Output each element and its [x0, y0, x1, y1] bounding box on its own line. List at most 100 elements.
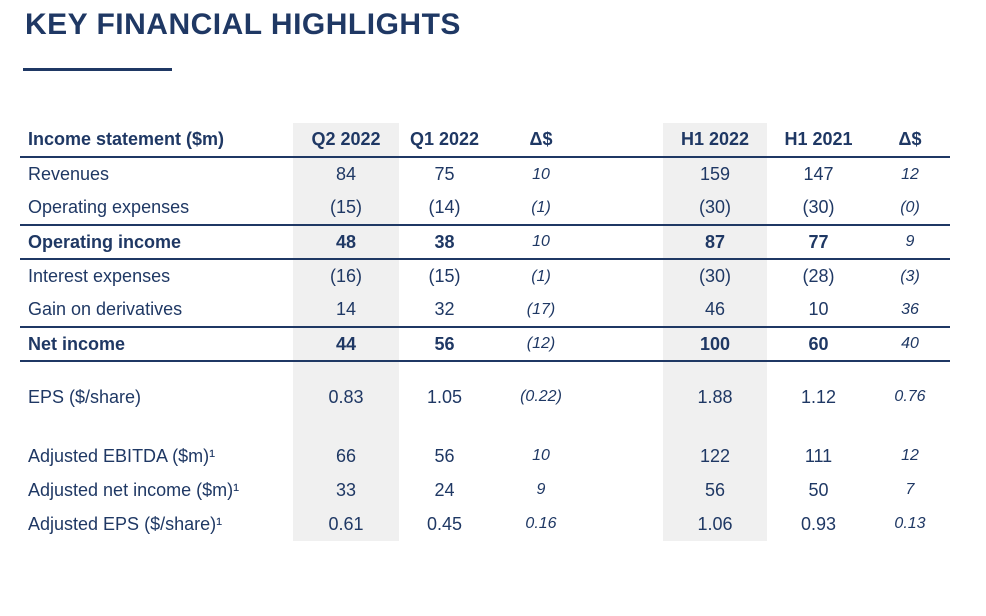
table-row-revenues: Revenues 84 75 10 159 147 12	[20, 157, 950, 191]
spacer-row	[20, 361, 950, 375]
value-cell: 84	[293, 157, 399, 191]
gap-cell	[592, 293, 663, 328]
delta-cell: 0.76	[894, 388, 926, 405]
header-h1-2022: H1 2022	[663, 123, 767, 158]
value-cell: (30)	[663, 191, 767, 226]
delta-cell: 10	[532, 165, 550, 183]
delta-cell: 10	[490, 225, 592, 260]
header-h1-2021: H1 2021	[767, 123, 870, 158]
gap-cell	[592, 327, 663, 362]
value-cell: 50	[808, 479, 829, 500]
table-row-operating-expenses: Operating expenses (15) (14) (1) (30) (3…	[20, 191, 950, 226]
value-cell: (28)	[802, 266, 835, 286]
value-cell: 159	[663, 157, 767, 191]
gap-cell	[592, 375, 663, 419]
value-cell: 33	[293, 473, 399, 507]
table-row-adjusted-eps: Adjusted EPS ($/share)¹ 0.61 0.45 0.16 1…	[20, 507, 950, 541]
value-cell: 100	[663, 327, 767, 362]
row-label: Adjusted net income ($m)¹	[28, 479, 240, 500]
delta-cell: (0.22)	[520, 388, 562, 405]
value-cell: (15)	[293, 191, 399, 226]
table-row-adjusted-ebitda: Adjusted EBITDA ($m)¹ 66 56 10 122 111 1…	[20, 439, 950, 473]
gap-cell	[592, 473, 663, 507]
value-cell: 38	[399, 225, 490, 260]
gap-cell	[592, 157, 663, 191]
delta-cell: (12)	[490, 327, 592, 362]
value-cell: (30)	[663, 259, 767, 293]
header-q1-2022: Q1 2022	[399, 123, 490, 158]
value-cell: 56	[663, 473, 767, 507]
delta-cell: (1)	[531, 267, 551, 285]
delta-cell: (17)	[490, 293, 592, 328]
table-row-net-income: Net income 44 56 (12) 100 60 40	[20, 327, 950, 362]
value-cell: 60	[767, 327, 870, 362]
value-cell: 44	[293, 327, 399, 362]
value-cell: 87	[663, 225, 767, 260]
row-label: Operating expenses	[20, 191, 293, 226]
spacer-row	[20, 419, 950, 439]
value-cell: (15)	[428, 266, 461, 286]
header-gap	[592, 123, 663, 158]
delta-cell: (1)	[490, 191, 592, 226]
gap-cell	[592, 439, 663, 473]
delta-cell: (0)	[870, 191, 950, 226]
value-cell: 46	[663, 293, 767, 328]
row-label: Operating income	[20, 225, 293, 260]
row-label: Adjusted EBITDA ($m)¹	[28, 445, 216, 466]
value-cell: 77	[767, 225, 870, 260]
value-cell: 48	[293, 225, 399, 260]
value-cell: 1.06	[663, 507, 767, 541]
gap-cell	[592, 259, 663, 293]
delta-cell: 9	[536, 481, 546, 498]
row-label: EPS ($/share)	[28, 386, 142, 407]
value-cell: (16)	[293, 259, 399, 293]
page-title: KEY FINANCIAL HIGHLIGHTS	[25, 8, 461, 41]
table-row-adjusted-net-income: Adjusted net income ($m)¹ 33 24 9 56 50 …	[20, 473, 950, 507]
title-underline-rule	[23, 68, 172, 71]
table-header-row: Income statement ($m) Q2 2022 Q1 2022 Δ$…	[20, 123, 950, 158]
value-cell: 147	[803, 164, 834, 184]
delta-cell: 10	[532, 447, 550, 464]
value-cell: (14)	[399, 191, 490, 226]
value-cell: 56	[399, 327, 490, 362]
row-label: Adjusted EPS ($/share)¹	[28, 513, 223, 534]
value-cell: (30)	[767, 191, 870, 226]
delta-cell: 12	[901, 447, 919, 464]
delta-cell: 36	[870, 293, 950, 328]
gap-cell	[592, 225, 663, 260]
gap-cell	[592, 507, 663, 541]
delta-cell: (3)	[900, 267, 920, 285]
delta-cell: 0.13	[894, 515, 926, 532]
value-cell: 24	[434, 479, 455, 500]
delta-cell: 0.16	[525, 515, 557, 532]
header-delta-quarter: Δ$	[490, 123, 592, 158]
header-income-statement: Income statement ($m)	[20, 123, 293, 158]
value-cell: 0.93	[800, 513, 837, 534]
value-cell: 66	[293, 439, 399, 473]
row-label: Gain on derivatives	[20, 293, 293, 328]
value-cell: 14	[293, 293, 399, 328]
value-cell: 32	[399, 293, 490, 328]
table-row-operating-income: Operating income 48 38 10 87 77 9	[20, 225, 950, 260]
table-row-eps: EPS ($/share) 0.83 1.05 (0.22) 1.88 1.12…	[20, 375, 950, 419]
delta-cell: 7	[905, 481, 915, 498]
value-cell: 111	[804, 445, 833, 466]
delta-cell: 40	[870, 327, 950, 362]
gap-cell	[592, 191, 663, 226]
delta-cell: 9	[870, 225, 950, 260]
value-cell: 56	[434, 445, 455, 466]
value-cell: 10	[767, 293, 870, 328]
table-row-interest-expenses: Interest expenses (16) (15) (1) (30) (28…	[20, 259, 950, 293]
value-cell: 0.83	[293, 375, 399, 419]
value-cell: 0.61	[293, 507, 399, 541]
row-label: Net income	[20, 327, 293, 362]
value-cell: 122	[663, 439, 767, 473]
value-cell: 1.05	[426, 386, 463, 407]
header-q2-2022: Q2 2022	[293, 123, 399, 158]
income-statement-table: Income statement ($m) Q2 2022 Q1 2022 Δ$…	[20, 123, 950, 541]
value-cell: 75	[434, 164, 455, 184]
table-row-gain-on-derivatives: Gain on derivatives 14 32 (17) 46 10 36	[20, 293, 950, 328]
header-delta-half: Δ$	[870, 123, 950, 158]
row-label: Revenues	[28, 164, 110, 184]
